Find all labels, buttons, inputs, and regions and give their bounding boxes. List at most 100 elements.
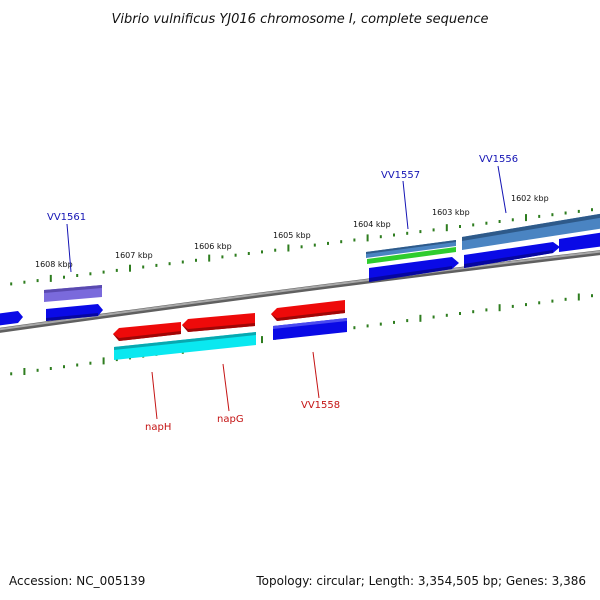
gene-vv1556[interactable]	[462, 213, 600, 250]
major-tick	[129, 264, 131, 272]
gene-left-edge[interactable]	[0, 311, 23, 326]
label-vv1558[interactable]: VV1558	[301, 400, 340, 411]
minor-tick	[247, 252, 250, 255]
minor-tick	[564, 297, 567, 301]
minor-tick	[472, 223, 475, 227]
minor-tick	[525, 303, 527, 307]
major-tick	[102, 357, 105, 365]
minor-tick	[432, 315, 435, 319]
minor-tick	[10, 282, 13, 286]
major-tick	[208, 254, 211, 262]
tick-labels: 1608 kbp 1607 kbp 1606 kbp 1605 kbp 1604…	[35, 194, 549, 269]
minor-tick	[63, 365, 65, 369]
minor-tick	[577, 209, 580, 213]
gene-vv1557[interactable]	[366, 240, 456, 258]
minor-tick	[89, 361, 92, 365]
minor-tick	[406, 231, 409, 235]
minor-tick	[432, 228, 435, 232]
label-vv1561[interactable]: VV1561	[47, 212, 86, 223]
label-naph[interactable]: napH	[145, 422, 171, 433]
tick-label-1602: 1602 kbp	[511, 194, 549, 203]
gene-labels: VV1561 VV1557 VV1556 napH napG VV1558	[47, 154, 518, 433]
gene-cyan[interactable]	[114, 332, 256, 360]
minor-tick	[353, 238, 356, 242]
label-vv1557[interactable]: VV1557	[381, 170, 420, 181]
gene-vv1558[interactable]	[273, 318, 347, 340]
gene-vv1561[interactable]	[44, 285, 102, 302]
minor-tick	[89, 272, 92, 276]
minor-tick	[155, 263, 158, 267]
gene-forward-1602[interactable]	[464, 242, 560, 268]
minor-tick	[393, 233, 395, 237]
tick-label-1605: 1605 kbp	[273, 231, 311, 240]
minor-tick	[195, 258, 197, 262]
minor-tick	[393, 320, 395, 324]
minor-tick	[274, 248, 277, 252]
minor-tick	[591, 208, 593, 212]
major-tick	[366, 234, 369, 242]
minor-tick	[511, 218, 514, 222]
major-tick	[287, 244, 290, 252]
minor-tick	[498, 220, 501, 223]
tick-label-1603: 1603 kbp	[432, 208, 470, 217]
gene-forward-1608[interactable]	[46, 304, 103, 321]
major-tick	[445, 224, 448, 232]
minor-tick	[485, 221, 488, 225]
gene-napg[interactable]	[182, 313, 255, 332]
minor-tick	[366, 324, 369, 328]
minor-tick	[564, 211, 567, 215]
minor-tick	[313, 243, 316, 247]
minor-tick	[234, 253, 237, 257]
gene-naph[interactable]	[113, 322, 181, 341]
gene-green-segment[interactable]	[367, 247, 456, 264]
minor-tick	[63, 275, 65, 279]
gene-forward-right-edge[interactable]	[559, 232, 600, 252]
gene-forward-1604[interactable]	[369, 257, 459, 282]
minor-tick	[551, 213, 554, 217]
gene-vv1558-red[interactable]	[271, 300, 345, 321]
reverse-strand-genes	[113, 300, 347, 360]
minor-tick	[76, 274, 79, 277]
minor-tick	[406, 319, 409, 323]
tick-label-1604: 1604 kbp	[353, 220, 391, 229]
minor-tick	[445, 313, 448, 317]
minor-tick	[36, 368, 39, 372]
minor-tick	[340, 240, 343, 244]
minor-tick	[261, 250, 263, 254]
topology-text: Topology: circular; Length: 3,354,505 bp…	[256, 574, 586, 588]
minor-tick	[142, 265, 145, 269]
minor-tick	[459, 225, 461, 228]
map-title: Vibrio vulnificus YJ016 chromosome I, co…	[111, 12, 488, 27]
minor-tick	[591, 294, 593, 298]
major-tick	[23, 368, 26, 375]
forward-strand-genes	[0, 213, 600, 326]
label-leaders	[66, 165, 507, 420]
minor-tick	[10, 372, 13, 376]
minor-tick	[551, 299, 554, 303]
minor-tick	[76, 363, 79, 367]
minor-tick	[23, 280, 26, 284]
minor-tick	[49, 367, 52, 370]
minor-tick	[511, 304, 514, 308]
minor-tick	[538, 214, 541, 218]
major-tick	[261, 336, 263, 344]
minor-tick	[115, 268, 118, 272]
tick-label-1607: 1607 kbp	[115, 251, 153, 260]
minor-tick	[168, 262, 171, 266]
minor-tick	[419, 230, 422, 234]
minor-tick	[102, 270, 105, 274]
minor-tick	[485, 308, 488, 312]
minor-tick	[300, 245, 303, 249]
major-tick	[525, 214, 527, 222]
major-tick	[498, 304, 501, 312]
minor-tick	[181, 260, 184, 264]
accession-text: Accession: NC_005139	[9, 574, 146, 588]
upper-tick-track	[10, 208, 593, 286]
tick-label-1608: 1608 kbp	[35, 260, 73, 269]
minor-tick	[221, 255, 224, 259]
tick-label-1606: 1606 kbp	[194, 242, 232, 251]
label-vv1556[interactable]: VV1556	[479, 154, 518, 165]
label-napg[interactable]: napG	[217, 414, 244, 425]
minor-tick	[538, 301, 541, 305]
